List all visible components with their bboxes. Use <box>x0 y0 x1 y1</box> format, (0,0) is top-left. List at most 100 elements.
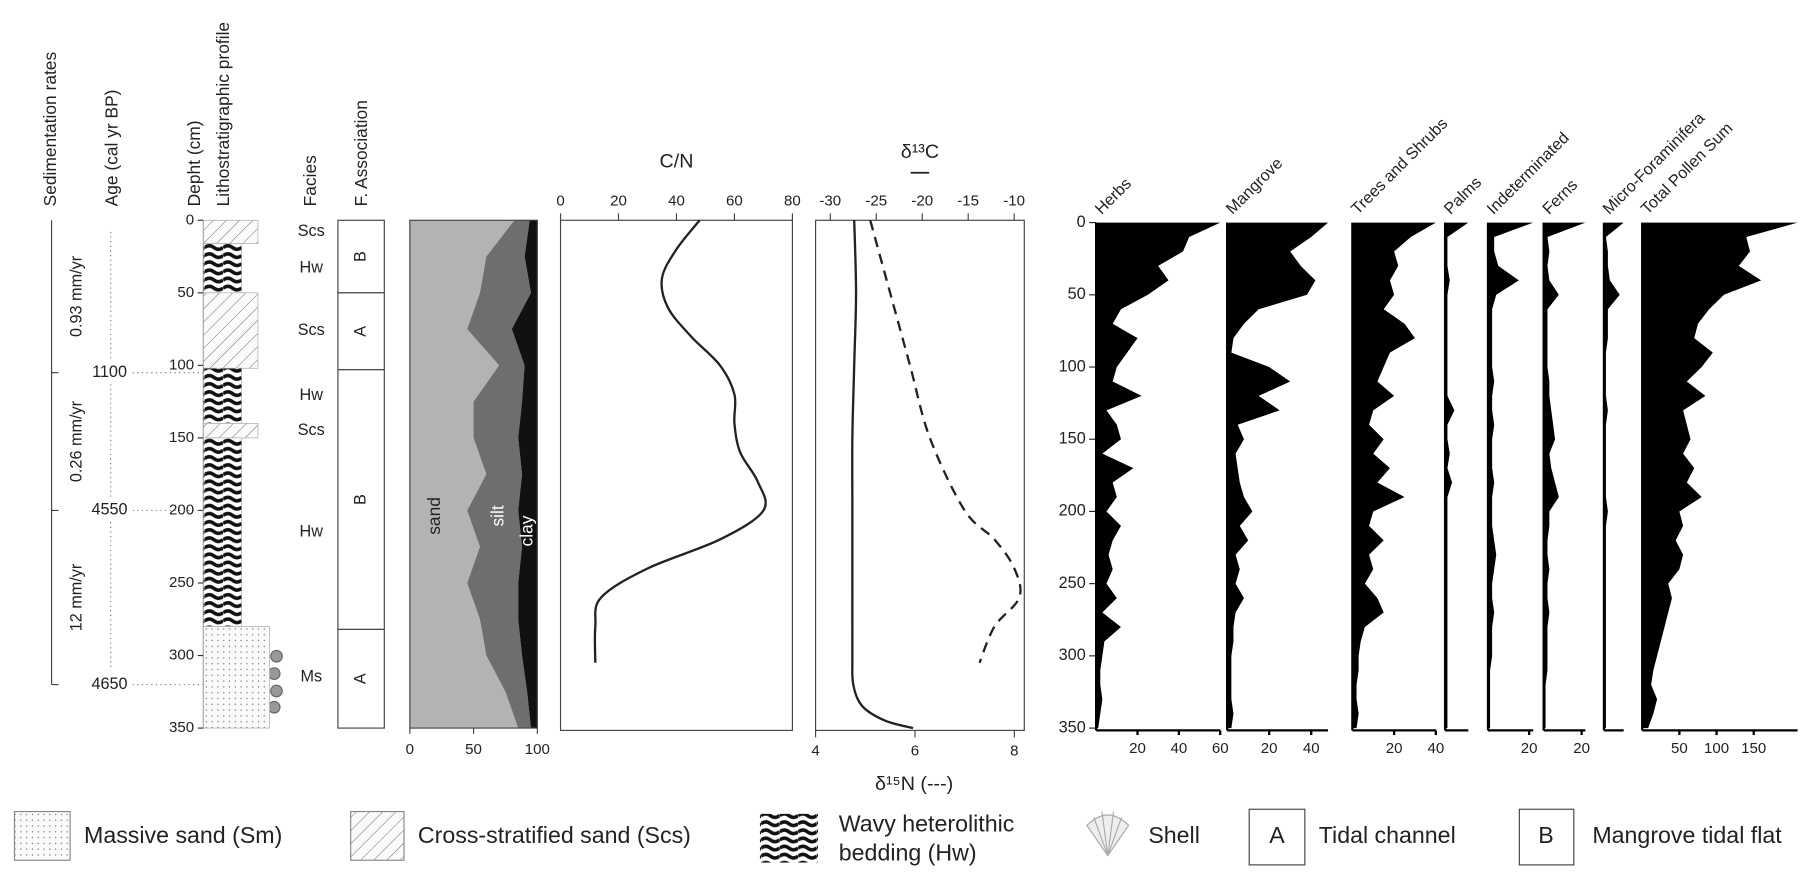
x2-tick-label: 8 <box>1010 742 1018 759</box>
series-label: clay <box>517 515 537 546</box>
facies-label: Scs <box>298 222 325 240</box>
legend-symbol <box>1518 808 1575 866</box>
y-tick-label: 0 <box>1077 213 1086 231</box>
association-label: B <box>351 251 369 262</box>
y-tick-label: 150 <box>1059 430 1086 448</box>
y-tick-label: 250 <box>1059 574 1086 592</box>
facies-label: Hw <box>300 522 324 540</box>
area <box>409 220 519 729</box>
litho-layer <box>203 437 243 627</box>
x-tick-label: 100 <box>525 741 550 758</box>
x-tick-label: 80 <box>784 193 801 210</box>
area <box>511 220 538 729</box>
silhouette <box>1488 222 1534 729</box>
shell-icon <box>1086 811 1130 857</box>
x-tick-label: 20 <box>1521 740 1538 757</box>
line <box>869 219 1022 664</box>
age-label: 4550 <box>91 501 127 519</box>
y-tick-label: 350 <box>1059 718 1086 736</box>
legend-key: A <box>1269 822 1285 848</box>
legend: Massive sand (Sm) Cross-stratified sand … <box>13 808 1782 866</box>
legend-symbol <box>759 813 818 863</box>
panel-title: Herbs <box>1092 175 1135 218</box>
series-label: sand <box>424 497 444 535</box>
legend-key: B <box>1538 822 1553 848</box>
y-tick-label: 300 <box>169 647 194 664</box>
area <box>467 220 531 729</box>
legend-label: bedding (Hw) <box>839 840 977 866</box>
x-tick-label: 40 <box>668 193 685 210</box>
frame <box>815 219 1025 731</box>
x-tick-label: 60 <box>1212 740 1229 757</box>
legend-symbol <box>350 810 405 861</box>
x2-tick-label: 4 <box>811 742 819 759</box>
litho-layer <box>203 626 270 729</box>
panel-title: Trees and Shrubs <box>1348 115 1451 218</box>
y-tick-label: 200 <box>169 501 194 518</box>
association-box <box>337 628 385 729</box>
facies-label: Scs <box>298 321 325 339</box>
legend-symbol <box>1248 808 1306 866</box>
association-label: B <box>351 494 369 505</box>
x-tick-label: 150 <box>1741 740 1766 757</box>
legend-label: Wavy heterolithic <box>839 811 1015 837</box>
silhouette <box>1603 222 1624 729</box>
y-tick-label: 50 <box>1068 285 1086 303</box>
age-label: 1100 <box>92 363 127 381</box>
x-tick-label: -30 <box>819 193 841 210</box>
x-tick-label: 100 <box>1704 740 1729 757</box>
x-axis-label: δ¹⁵N (---) <box>875 773 953 795</box>
x-tick-label: 20 <box>1261 740 1278 757</box>
y-tick-label: 350 <box>169 719 194 736</box>
legend-symbol <box>13 810 71 861</box>
column-header: Age (cal yr BP) <box>102 90 122 207</box>
x-tick-label: 40 <box>1427 740 1444 757</box>
column-header: Depht (cm) <box>184 120 204 206</box>
litho-layer <box>203 219 259 244</box>
y-tick-label: 300 <box>1059 646 1086 664</box>
series-label: silt <box>488 505 508 526</box>
rate-label: 0.26 mm/yr <box>67 400 85 482</box>
x2-tick-label: 6 <box>911 742 919 759</box>
facies-label: Hw <box>300 258 324 276</box>
legend-label: Shell <box>1148 822 1200 848</box>
x-tick-label: 0 <box>556 193 564 210</box>
x-tick-label: -10 <box>1003 193 1025 210</box>
x-tick-label: 20 <box>1386 740 1403 757</box>
litho-layer <box>203 423 259 439</box>
panel-title: Ferns <box>1539 176 1581 218</box>
x-tick-label: 20 <box>610 193 627 210</box>
x-tick-label: 40 <box>1303 740 1320 757</box>
column-header: Facies <box>300 155 320 206</box>
silhouette <box>1543 222 1586 729</box>
chart-title: C/N <box>660 151 694 173</box>
line <box>851 220 914 730</box>
panel-title: Mangrove <box>1223 154 1287 218</box>
litho-layer <box>203 243 243 294</box>
column-header: Sedimentation rates <box>40 52 60 207</box>
x-tick-label: -20 <box>911 193 933 210</box>
legend-label: Massive sand (Sm) <box>84 822 282 848</box>
silhouette <box>1096 222 1221 729</box>
x-tick-label: 20 <box>1573 740 1590 757</box>
legend-label: Cross-stratified sand (Scs) <box>418 822 691 848</box>
silhouette <box>1642 222 1798 729</box>
x-tick-label: 40 <box>1170 740 1187 757</box>
x-tick-label: 50 <box>465 741 482 758</box>
x-tick-label: 20 <box>1129 740 1146 757</box>
rate-label: 0.93 mm/yr <box>67 255 85 337</box>
age-label: 4650 <box>91 675 127 693</box>
chart-title: δ¹³C <box>901 141 939 163</box>
association-box <box>337 219 385 294</box>
association-label: A <box>351 673 369 684</box>
litho-layer <box>203 292 259 369</box>
legend-label: Tidal channel <box>1319 822 1456 848</box>
x-tick-label: 0 <box>406 741 414 758</box>
column-header: Lithostratigraphic profile <box>213 22 233 206</box>
silhouette <box>1445 222 1469 729</box>
facies-label: Scs <box>298 421 325 439</box>
silhouette <box>1352 222 1436 729</box>
legend-label: Mangrove tidal flat <box>1592 822 1782 848</box>
